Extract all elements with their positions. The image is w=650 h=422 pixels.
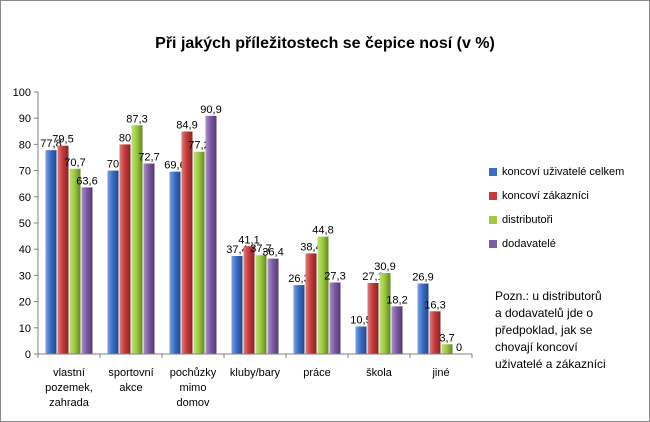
- data-label: 69,6: [164, 160, 185, 172]
- bar: [205, 115, 217, 354]
- category-label: škola: [366, 367, 393, 379]
- data-label: 44,8: [312, 225, 333, 237]
- data-label: 80: [119, 132, 131, 144]
- data-label: 84,9: [176, 120, 197, 132]
- bar: [367, 282, 379, 354]
- note-line: a dodavatelů jde o: [495, 306, 594, 320]
- y-tick-label: 70: [19, 166, 31, 178]
- bar: [57, 145, 69, 354]
- y-tick-label: 30: [19, 270, 31, 282]
- data-label: 41,1: [238, 234, 259, 246]
- category-label: domov: [176, 397, 210, 409]
- data-label: 37,7: [250, 243, 271, 255]
- category-label: pochůzky: [170, 367, 217, 379]
- bar: [69, 168, 81, 354]
- bar: [169, 171, 181, 354]
- data-label: 27,3: [324, 270, 345, 282]
- data-label: 10,5: [350, 314, 371, 326]
- data-label: 26,9: [412, 272, 433, 284]
- data-label: 0: [456, 342, 462, 354]
- y-tick-label: 90: [19, 113, 31, 125]
- note-line: předpoklad, jak se: [495, 323, 593, 337]
- bar: [255, 255, 267, 354]
- legend-label: koncoví uživatelé celkem: [502, 166, 625, 178]
- y-tick-label: 0: [25, 349, 31, 361]
- bar: [355, 326, 367, 354]
- category-label: jiné: [431, 367, 449, 379]
- chart-note: Pozn.: u distributorů a dodavatelů jde o…: [495, 288, 645, 373]
- bar: [181, 131, 193, 354]
- legend-label: koncoví zákazníci: [502, 190, 589, 202]
- legend-item: koncoví uživatelé celkem: [489, 160, 649, 184]
- bar: [417, 283, 429, 354]
- data-label: 38,4: [300, 241, 321, 253]
- bar: [293, 285, 305, 354]
- bar: [317, 236, 329, 354]
- data-label: 90,9: [200, 104, 221, 116]
- note-line: chovají koncoví: [495, 340, 578, 354]
- bar: [429, 311, 441, 354]
- y-tick-label: 40: [19, 244, 31, 256]
- bar: [143, 163, 155, 354]
- chart-legend: koncoví uživatelé celkem koncoví zákazní…: [489, 160, 649, 256]
- note-line: uživatelé a zákazníci: [495, 357, 606, 371]
- legend-item: dodavatelé: [489, 232, 649, 256]
- legend-swatch: [489, 216, 497, 224]
- bar: [231, 256, 243, 354]
- legend-item: distributoři: [489, 208, 649, 232]
- category-label: práce: [303, 367, 331, 379]
- data-label: 70: [107, 159, 119, 171]
- data-label: 87,3: [126, 113, 147, 125]
- data-label: 77,2: [188, 140, 209, 152]
- legend-label: distributoři: [502, 214, 553, 226]
- category-label: pozemek,: [45, 382, 93, 394]
- chart-title: Při jakých příležitostech se čepice nosí…: [155, 35, 495, 52]
- y-tick-label: 100: [13, 87, 31, 99]
- note-line: Pozn.: u distributorů: [495, 289, 602, 303]
- legend-label: dodavatelé: [502, 238, 556, 250]
- data-label: 79,5: [52, 134, 73, 146]
- bar: [131, 125, 143, 354]
- legend-swatch: [489, 168, 497, 176]
- bar: [81, 187, 93, 354]
- data-label: 37,4: [226, 244, 247, 256]
- bar: [267, 258, 279, 354]
- bar: [391, 306, 403, 354]
- bar: [305, 253, 317, 354]
- data-label: 27,1: [362, 271, 383, 283]
- category-label: sportovní: [108, 367, 153, 379]
- data-label: 36,4: [262, 247, 283, 259]
- category-label: zahrada: [49, 397, 90, 409]
- category-label: vlastní: [53, 367, 85, 379]
- category-label: kluby/bary: [230, 367, 281, 379]
- data-label: 18,2: [386, 294, 407, 306]
- bar: [107, 170, 119, 354]
- data-label: 26,3: [288, 273, 309, 285]
- data-label: 77,8: [40, 138, 61, 150]
- category-label: mimo: [180, 382, 207, 394]
- y-tick-label: 20: [19, 297, 31, 309]
- legend-swatch: [489, 192, 497, 200]
- bar: [441, 344, 453, 354]
- bar: [193, 151, 205, 354]
- legend-swatch: [489, 240, 497, 248]
- data-label: 16,3: [424, 299, 445, 311]
- data-label: 3,7: [439, 332, 454, 344]
- bar: [329, 282, 341, 354]
- bar: [379, 273, 391, 354]
- y-tick-label: 80: [19, 139, 31, 151]
- bar: [119, 144, 131, 354]
- y-tick-label: 60: [19, 192, 31, 204]
- bar: [243, 246, 255, 354]
- data-label: 70,7: [64, 157, 85, 169]
- data-label: 30,9: [374, 261, 395, 273]
- data-label: 72,7: [138, 152, 159, 164]
- category-label: akce: [119, 382, 142, 394]
- bar: [45, 150, 57, 354]
- y-tick-label: 10: [19, 323, 31, 335]
- y-tick-label: 50: [19, 218, 31, 230]
- data-label: 63,6: [76, 175, 97, 187]
- legend-item: koncoví zákazníci: [489, 184, 649, 208]
